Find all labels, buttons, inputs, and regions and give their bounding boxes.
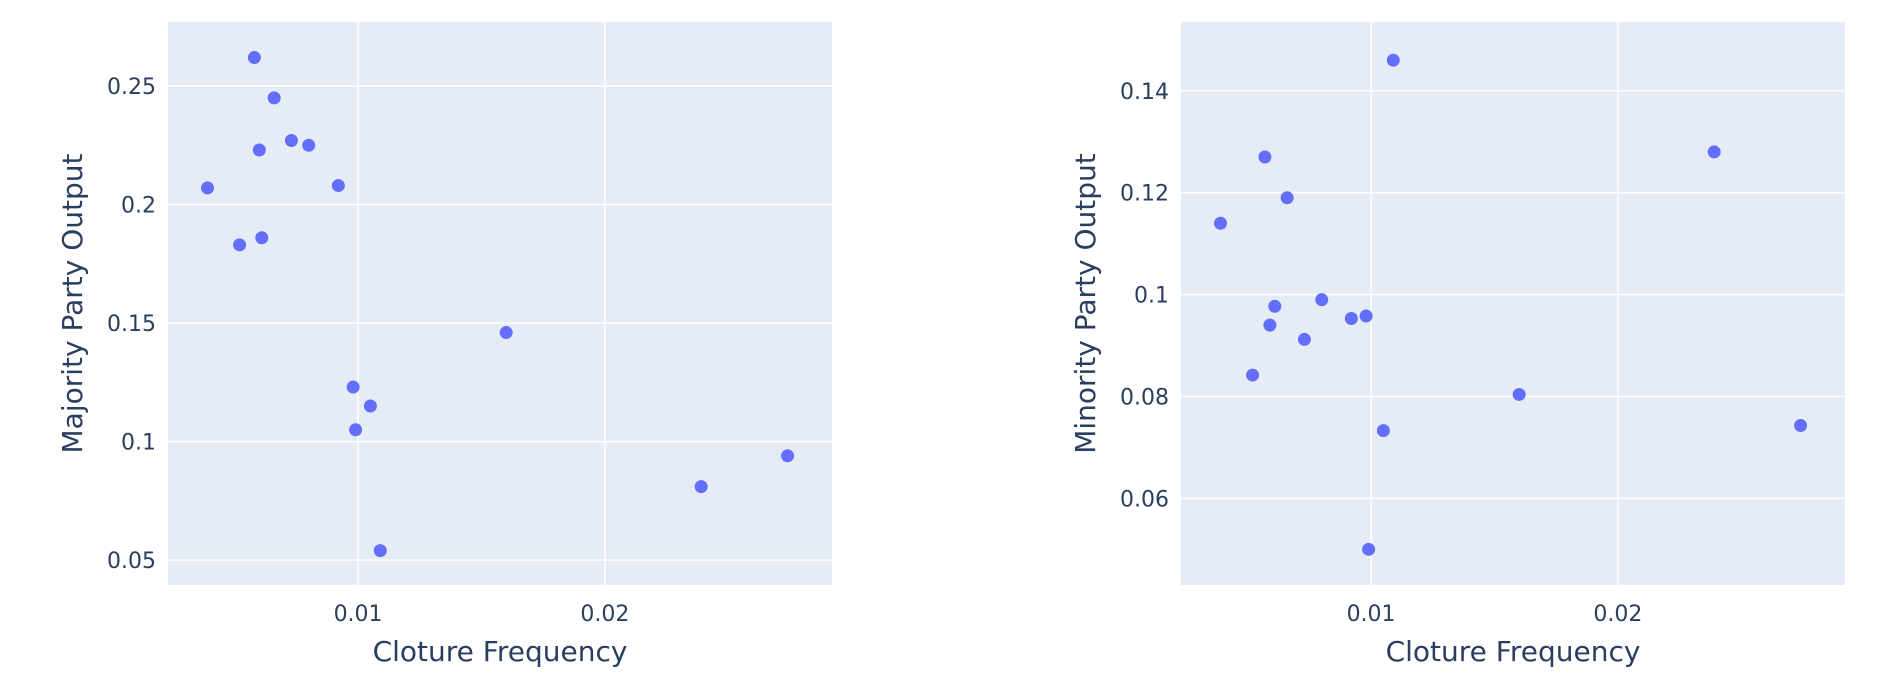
- chart-majority-output: 0.01 0.02 0.05 0.1 0.15 0.2 0.25 Cloture Freque…: [56, 22, 832, 668]
- data-point: [284, 134, 298, 148]
- data-point: [363, 399, 377, 413]
- data-point: [1794, 419, 1808, 433]
- data-point: [1258, 150, 1272, 164]
- y-tick-label: 0.06: [1120, 487, 1169, 512]
- data-point: [1268, 299, 1282, 313]
- y-tick-label: 0.12: [1120, 182, 1169, 207]
- data-point: [373, 544, 387, 558]
- data-point: [499, 326, 513, 340]
- chart-minority-output: 0.01 0.02 0.06 0.08 0.1 0.12 0.14 Cloture Frequ…: [1069, 22, 1845, 668]
- data-point: [1386, 53, 1400, 67]
- y-tick-label: 0.14: [1120, 80, 1169, 105]
- data-point: [1359, 309, 1373, 323]
- y-tick-label: 0.1: [1134, 284, 1169, 309]
- data-point: [694, 480, 708, 494]
- x-axis-title: Cloture Frequency: [1386, 635, 1641, 668]
- data-point: [247, 51, 261, 65]
- x-tick-label: 0.01: [1347, 602, 1396, 627]
- data-point: [1315, 293, 1329, 307]
- y-axis-title: Minority Party Output: [1069, 153, 1102, 454]
- data-point: [1246, 368, 1260, 382]
- data-point: [346, 380, 360, 394]
- plot-area: [168, 22, 832, 585]
- y-tick-label: 0.25: [107, 75, 156, 100]
- data-point: [1297, 332, 1311, 346]
- y-tick-label: 0.05: [107, 549, 156, 574]
- y-tick-label: 0.1: [121, 431, 156, 456]
- y-tick-label: 0.2: [121, 194, 156, 219]
- data-point: [1344, 312, 1358, 326]
- data-point: [255, 231, 269, 245]
- x-axis-title: Cloture Frequency: [373, 635, 628, 668]
- x-tick-label: 0.02: [1593, 602, 1642, 627]
- data-point: [1512, 387, 1526, 401]
- data-point: [781, 449, 795, 463]
- y-tick-label: 0.08: [1120, 385, 1169, 410]
- data-point: [233, 238, 247, 252]
- data-point: [1213, 216, 1227, 230]
- y-axis-title: Majority Party Output: [56, 153, 89, 453]
- y-tick-label: 0.15: [107, 312, 156, 337]
- data-point: [1707, 145, 1721, 159]
- data-point: [1280, 191, 1294, 205]
- data-point: [1376, 424, 1390, 438]
- data-point: [1263, 318, 1277, 332]
- data-point: [349, 423, 363, 437]
- data-point: [302, 138, 316, 152]
- data-point: [1362, 542, 1376, 556]
- plot-area: [1181, 22, 1845, 585]
- x-tick-label: 0.02: [580, 602, 629, 627]
- data-point: [252, 143, 266, 157]
- data-point: [331, 179, 345, 193]
- data-point: [200, 181, 214, 195]
- data-point: [267, 91, 281, 105]
- x-tick-label: 0.01: [334, 602, 383, 627]
